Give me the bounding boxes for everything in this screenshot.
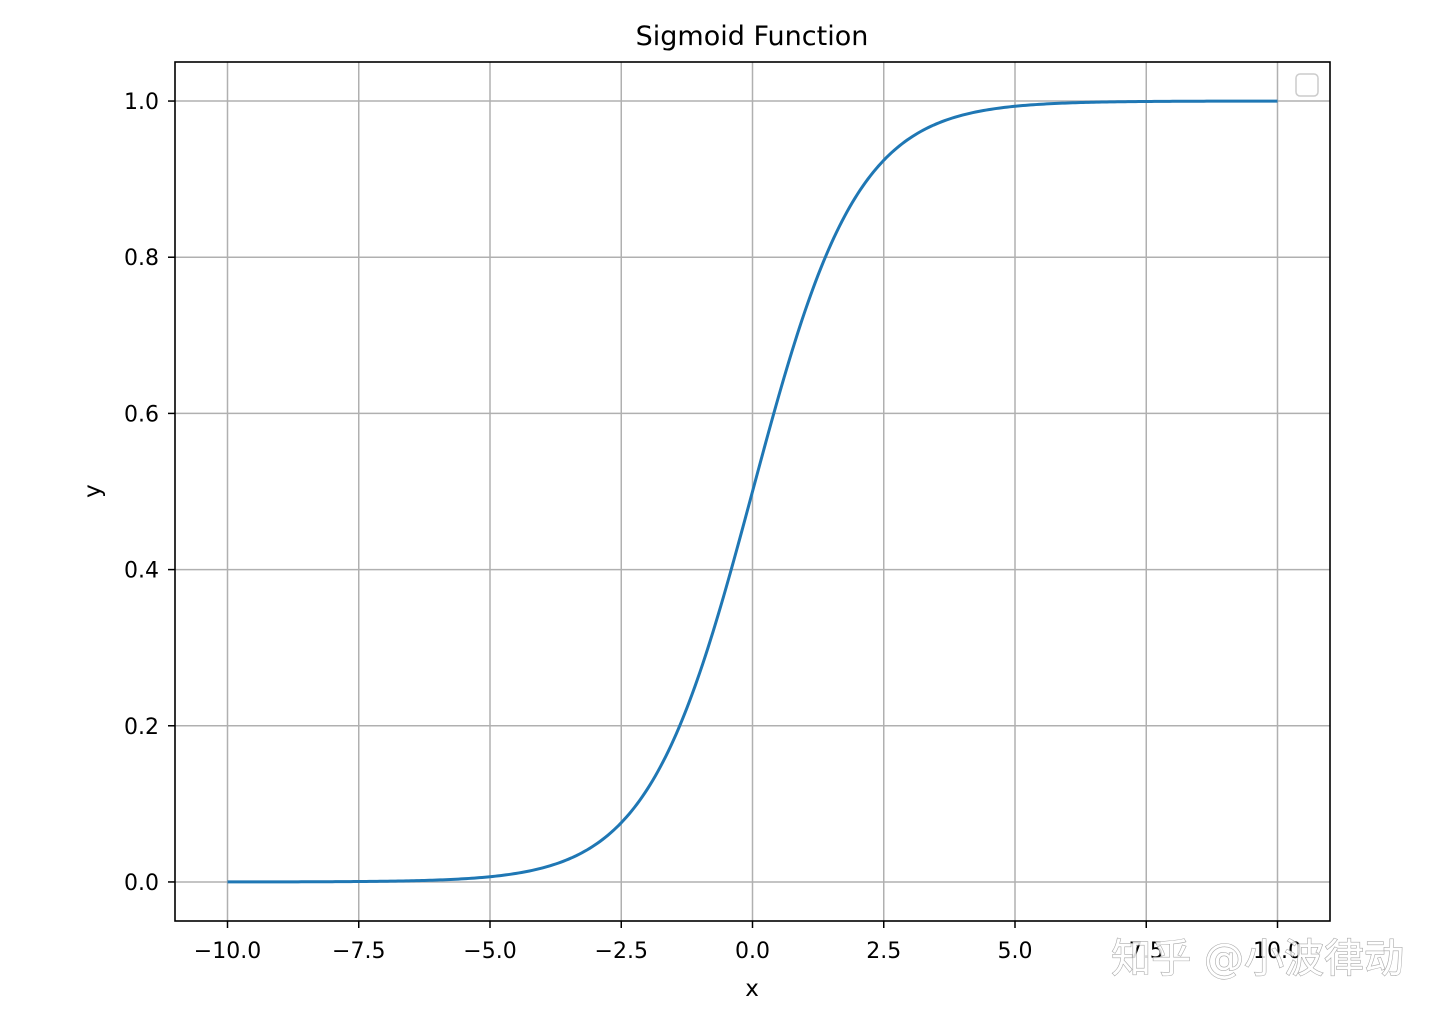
x-tick-label: −10.0 [194,939,261,964]
x-tick-label: −5.0 [463,939,516,964]
sigmoid-curve [227,99,1278,884]
y-tick-label: 0.2 [124,715,159,740]
tick-marks [168,100,1279,928]
x-tick-label: 0.0 [735,939,770,964]
x-tick-label: 7.5 [1129,939,1164,964]
x-tick-label: −7.5 [332,939,385,964]
x-tick-label: 5.0 [998,939,1033,964]
y-tick-label: 0.8 [124,246,159,271]
x-axis-label: x [745,976,759,1002]
y-tick-label: 0.4 [124,559,159,584]
watermark-text: 知乎 @小波律动 [1111,936,1404,982]
tick-labels: −10.0 −7.5 −5.0 −2.5 0.0 2.5 5.0 7.5 10.0 0.0 0.2 0… [124,90,1302,964]
legend-box [1295,73,1319,97]
chart-title: Sigmoid Function [636,21,869,52]
y-tick-label: 0.0 [124,871,159,896]
x-tick-label: 10.0 [1253,939,1302,964]
x-tick-label: 2.5 [866,939,901,964]
y-axis-label: y [80,484,106,498]
y-tick-label: 0.6 [124,402,159,427]
y-tick-label: 1.0 [124,90,159,115]
x-tick-label: −2.5 [595,939,648,964]
